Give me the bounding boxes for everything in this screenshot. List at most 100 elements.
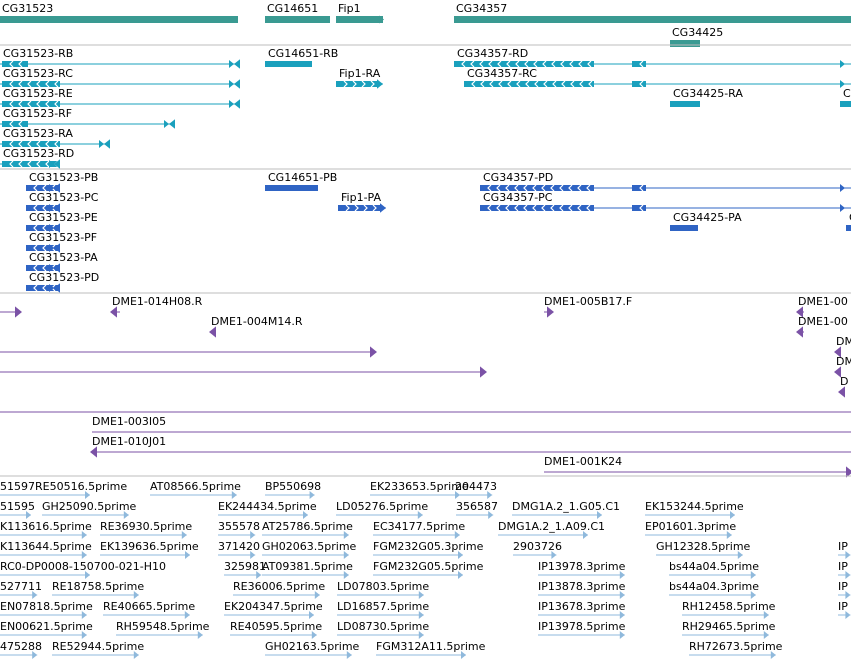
est-label: EK153244.5prime: [645, 500, 744, 513]
strand-chevron-icon: [586, 184, 591, 192]
gene-bar: [265, 16, 330, 23]
arrow-right-icon: [85, 571, 90, 579]
transcript-label: CG31523-PB: [29, 171, 98, 184]
strand-chevron-icon: [480, 80, 485, 88]
strand-chevron-icon: [568, 184, 573, 192]
arrow-right-icon: [488, 511, 494, 519]
clone-label: DME1-001K24: [544, 455, 622, 468]
strand-chevron-icon: [18, 140, 23, 148]
clone-label: DME1-00: [798, 315, 848, 328]
transcript-label: CG31523-PC: [29, 191, 99, 204]
arrow-left-icon: [834, 366, 841, 378]
est-label: 51595: [0, 500, 35, 513]
strand-chevron-icon: [543, 80, 548, 88]
arrow-right-icon: [461, 651, 466, 659]
strand-chevron-icon: [586, 204, 591, 212]
strand-chevron-icon: [516, 80, 521, 88]
arrow-right-icon: [619, 611, 625, 619]
transcript-label: CG31523-PD: [29, 271, 99, 284]
arrow-left-icon: [209, 326, 216, 338]
arrow-right-icon: [845, 611, 851, 619]
strand-chevron-icon: [506, 60, 511, 68]
strand-chevron-icon: [33, 184, 38, 192]
arrow-right-icon: [49, 204, 54, 212]
exon-block: [840, 101, 851, 107]
est-label: IP: [838, 580, 848, 593]
est-label: RE52944.5prime: [52, 640, 144, 653]
arrow-right-icon: [845, 571, 851, 579]
clone-label: DME1-010J01: [92, 435, 166, 448]
strand-chevron-icon: [9, 160, 14, 168]
arrow-left-icon: [54, 283, 60, 293]
est-label: EK233653.5prime: [370, 480, 469, 493]
arrow-left-icon: [234, 99, 240, 109]
est-label: K113616.5prime: [0, 520, 92, 533]
arrow-right-icon: [845, 591, 851, 599]
arrow-right-icon: [458, 551, 463, 559]
arrow-right-icon: [840, 204, 845, 212]
strand-chevron-icon: [33, 284, 38, 292]
arrow-right-icon: [840, 60, 845, 68]
strand-chevron-icon: [363, 204, 368, 212]
exon-block: [2, 81, 60, 87]
gene-bar: [670, 40, 700, 47]
est-label: RE40665.5prime: [103, 600, 195, 613]
strand-chevron-icon: [487, 184, 492, 192]
arrow-right-icon: [250, 531, 256, 539]
arrow-right-icon: [32, 651, 38, 659]
strand-chevron-icon: [532, 184, 537, 192]
arrow-right-icon: [311, 631, 317, 639]
arrow-right-icon: [730, 511, 735, 519]
arrow-left-icon: [838, 386, 845, 398]
strand-chevron-icon: [505, 184, 510, 192]
strand-chevron-icon: [9, 140, 14, 148]
arrow-right-icon: [85, 491, 90, 499]
est-label: 527711: [0, 580, 42, 593]
arrow-right-icon: [343, 531, 349, 539]
arrow-right-icon: [15, 306, 22, 318]
est-label: EN00621.5prime: [0, 620, 93, 633]
strand-chevron-icon: [561, 80, 566, 88]
strand-chevron-icon: [523, 184, 528, 192]
est-label: GH02163.5prime: [265, 640, 360, 653]
arrow-right-icon: [81, 531, 87, 539]
arrow-right-icon: [418, 611, 424, 619]
arrow-right-icon: [547, 306, 554, 318]
arrow-right-icon: [49, 244, 54, 252]
arrow-right-icon: [231, 491, 237, 499]
arrow-right-icon: [840, 80, 845, 88]
clone-label: DME1-014H08.R: [112, 295, 203, 308]
exon-block: [338, 205, 380, 211]
gene-bar: [454, 16, 851, 23]
strand-chevron-icon: [9, 60, 14, 68]
gene-label: Fip1: [338, 2, 361, 15]
est-label: GH12328.5prime: [656, 540, 751, 553]
strand-chevron-icon: [36, 80, 41, 88]
strand-chevron-icon: [523, 204, 528, 212]
est-label: EK244434.5prime: [218, 500, 317, 513]
arrow-right-icon: [750, 571, 756, 579]
strand-chevron-icon: [525, 80, 530, 88]
est-label: IP13678.3prime: [538, 600, 626, 613]
strand-chevron-icon: [45, 140, 50, 148]
strand-chevron-icon: [54, 140, 59, 148]
arrow-right-icon: [343, 551, 349, 559]
arrow-right-icon: [583, 531, 588, 539]
strand-chevron-icon: [569, 60, 574, 68]
clone-label: D: [840, 375, 848, 388]
strand-chevron-icon: [36, 100, 41, 108]
strand-chevron-icon: [559, 184, 564, 192]
strand-chevron-icon: [639, 80, 644, 88]
est-label: FGM232G05.5prime: [373, 560, 484, 573]
exon-block: [464, 81, 594, 87]
arrow-right-icon: [32, 591, 38, 599]
clone-label: DM: [836, 335, 851, 348]
arrow-right-icon: [49, 160, 54, 168]
arrow-right-icon: [418, 631, 424, 639]
strand-chevron-icon: [497, 60, 502, 68]
strand-chevron-icon: [507, 80, 512, 88]
est-label: RE36006.5prime: [233, 580, 325, 593]
transcript-label: CG14651-RB: [268, 47, 338, 60]
transcript-label: CG34357-PD: [483, 171, 553, 184]
strand-chevron-icon: [559, 204, 564, 212]
